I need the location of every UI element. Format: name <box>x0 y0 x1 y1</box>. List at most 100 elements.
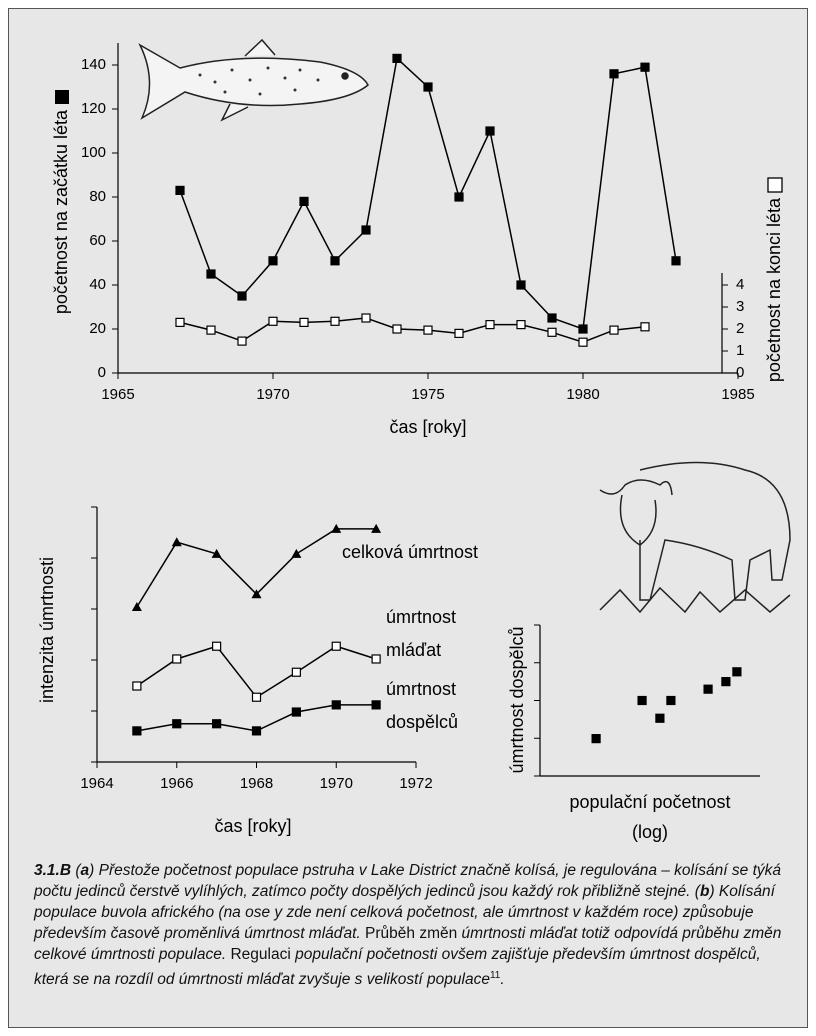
y-tick-label: 20 <box>89 320 106 337</box>
marker <box>291 707 301 717</box>
x-tick-label: 1964 <box>80 775 113 792</box>
series-line <box>179 317 646 343</box>
marker <box>251 589 262 599</box>
marker <box>371 523 382 533</box>
y-axis-label: početnost na začátku léta <box>51 109 71 314</box>
marker <box>485 126 495 136</box>
marker <box>371 654 381 664</box>
marker <box>291 667 301 677</box>
caption-text: populační početnosti ovšem zajišťuje pře… <box>34 946 761 989</box>
y-tick-label: 140 <box>81 56 106 73</box>
y-tick-label: 80 <box>89 188 106 205</box>
caption: 3.1.B (a) Přestože početnost populace ps… <box>34 860 784 990</box>
y2-tick-label: 0 <box>736 364 744 381</box>
marker <box>330 316 340 326</box>
x-axis-label: čas [roky] <box>389 417 466 437</box>
marker <box>299 317 309 327</box>
x-axis-label: populační početnost (log) <box>569 792 731 842</box>
marker <box>172 654 182 664</box>
caption-text: Regulaci <box>226 946 296 963</box>
marker <box>331 700 341 710</box>
caption-text: Průběh změn <box>360 925 462 942</box>
marker <box>212 719 222 729</box>
y-tick-label: 0 <box>98 364 106 381</box>
marker <box>132 681 142 691</box>
caption-part: a <box>80 862 90 879</box>
series-label: úmrtnost mláďat <box>386 607 457 660</box>
marker <box>609 69 619 79</box>
x-tick-label: 1985 <box>721 386 754 403</box>
marker <box>361 313 371 323</box>
marker <box>392 53 402 64</box>
caption-text: ( <box>71 862 81 879</box>
x-tick-label: 1970 <box>256 386 289 403</box>
marker <box>291 548 302 558</box>
marker <box>371 700 381 710</box>
marker <box>132 726 142 736</box>
marker <box>206 269 216 279</box>
marker <box>591 734 601 744</box>
marker <box>671 256 681 266</box>
x-tick-label: 1966 <box>160 775 193 792</box>
marker <box>172 719 182 729</box>
marker <box>131 601 142 611</box>
x-tick-label: 1975 <box>411 386 444 403</box>
marker <box>268 256 278 266</box>
marker <box>268 316 278 326</box>
marker <box>655 713 665 723</box>
y-tick-label: 40 <box>89 276 106 293</box>
marker <box>578 324 588 334</box>
marker <box>171 537 182 547</box>
marker <box>175 317 185 327</box>
marker <box>330 256 340 266</box>
y-tick-label: 100 <box>81 144 106 161</box>
marker <box>237 291 247 301</box>
y2-tick-label: 2 <box>736 320 744 337</box>
caption-text: ) Přestože početnost populace pstruha v … <box>34 862 782 900</box>
y2-axis-label: početnost na konci léta <box>764 197 784 382</box>
marker <box>392 324 402 334</box>
marker <box>212 641 222 651</box>
marker <box>703 684 713 694</box>
marker <box>251 692 262 702</box>
marker <box>516 280 526 290</box>
marker <box>423 82 433 92</box>
caption-text: úmrtnosti mláďat totiž odpovídá průběhu … <box>34 925 782 963</box>
x-tick-label: 1980 <box>566 386 599 403</box>
legend-icon <box>767 177 783 193</box>
marker <box>640 322 650 332</box>
y2-tick-label: 3 <box>736 298 744 315</box>
y-tick-label: 60 <box>89 232 106 249</box>
x-tick-label: 1970 <box>320 775 353 792</box>
marker <box>637 695 647 706</box>
series-label: úmrtnost dospělců <box>386 679 459 732</box>
marker <box>721 677 731 687</box>
marker <box>666 695 676 706</box>
figure-panel <box>8 8 808 1028</box>
marker <box>547 313 557 323</box>
caption-text: . <box>500 971 505 989</box>
marker <box>640 62 650 72</box>
marker <box>454 192 464 202</box>
caption-part: b <box>699 883 710 900</box>
marker <box>361 225 371 235</box>
marker <box>331 641 341 651</box>
x-tick-label: 1968 <box>240 775 273 792</box>
marker <box>237 336 247 346</box>
marker <box>609 325 619 335</box>
marker <box>175 185 185 195</box>
marker <box>516 320 526 330</box>
caption-label: 3.1.B <box>34 862 72 879</box>
marker <box>331 523 342 533</box>
y-tick-label: 120 <box>81 100 106 117</box>
trout-drawing <box>138 38 369 122</box>
series-label: celková úmrtnost <box>342 542 479 562</box>
marker <box>299 196 309 206</box>
caption-text: ) Kolísání populace buvola afrického (na… <box>34 883 775 942</box>
marker <box>485 320 495 330</box>
marker <box>578 337 588 347</box>
marker <box>454 328 464 338</box>
y-axis-label: úmrtnost dospělců <box>507 626 527 773</box>
